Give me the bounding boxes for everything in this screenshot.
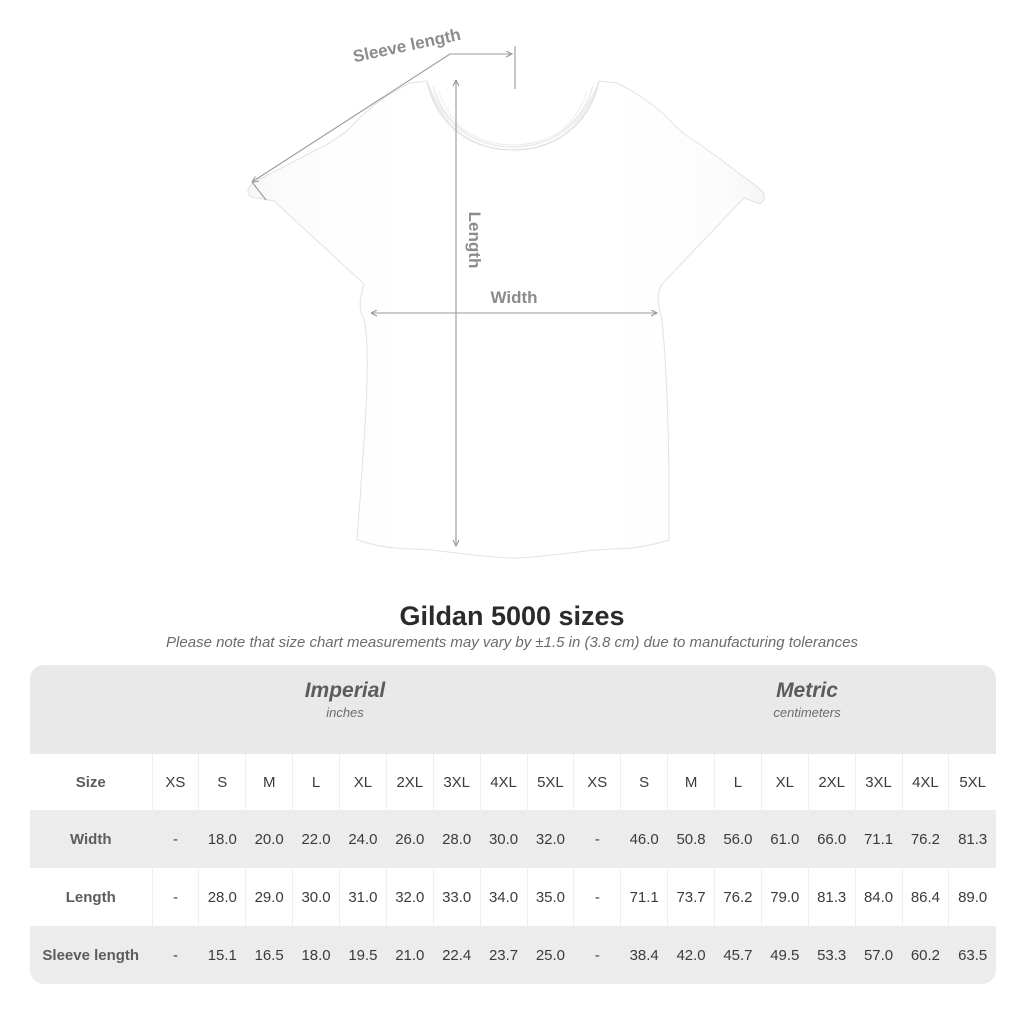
svg-text:Length: Length bbox=[465, 212, 484, 269]
svg-text:Sleeve length: Sleeve length bbox=[351, 25, 462, 66]
svg-text:Width: Width bbox=[490, 288, 537, 307]
